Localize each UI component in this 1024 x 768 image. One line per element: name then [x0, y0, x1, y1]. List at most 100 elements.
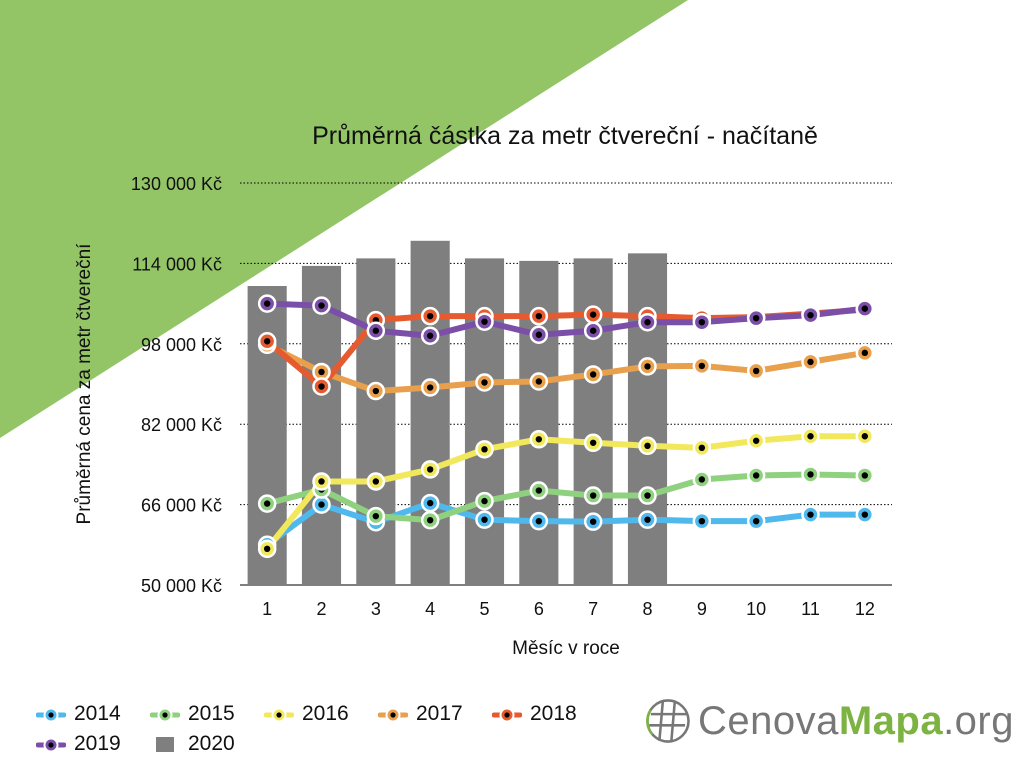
- logo-text-part2: Mapa: [838, 698, 944, 743]
- point-center-2018: [426, 312, 434, 320]
- point-center-2019: [861, 305, 869, 312]
- legend-marker-2020: [156, 737, 174, 752]
- point-center-2014: [807, 511, 814, 518]
- point-center-2017: [372, 387, 380, 395]
- point-center-2019: [372, 327, 380, 334]
- x-tick-label: 2: [316, 599, 326, 619]
- point-center-2014: [481, 516, 488, 523]
- point-center-2015: [589, 492, 597, 499]
- x-tick-label: 3: [371, 599, 381, 619]
- legend-marker-2017: [378, 707, 408, 722]
- legend: 2014 2015 2016 2017 2018 2019 2020: [36, 700, 636, 762]
- point-center-2019: [426, 332, 434, 339]
- chart-title: Průměrná částka za metr čtvereční - načí…: [312, 122, 818, 150]
- x-tick-label: 9: [697, 599, 707, 619]
- point-center-2014: [861, 511, 869, 518]
- point-center-2017: [589, 371, 597, 378]
- point-center-2018: [318, 383, 325, 390]
- point-center-2017: [426, 384, 434, 391]
- point-center-2019: [263, 300, 271, 307]
- point-center-2019: [535, 331, 543, 338]
- point-center-2017: [318, 368, 325, 376]
- point-center-2017: [535, 378, 543, 385]
- green-triangle-shape: [0, 0, 688, 438]
- legend-marker-2019: [36, 737, 66, 752]
- point-center-2018: [263, 338, 271, 345]
- x-tick-label: 7: [588, 599, 598, 619]
- point-center-2016: [372, 478, 380, 485]
- y-tick-label: 98 000 Kč: [141, 335, 222, 355]
- legend-item-2020: 2020: [150, 730, 235, 758]
- point-center-2016: [807, 433, 814, 440]
- x-tick-label: 5: [479, 599, 489, 619]
- point-center-2015: [426, 516, 434, 524]
- legend-item-2017: 2017: [378, 700, 463, 728]
- legend-label: 2016: [302, 702, 349, 725]
- legend-item-2018: 2018: [492, 700, 577, 728]
- legend-marker-2018: [492, 707, 522, 722]
- legend-label: 2015: [188, 702, 235, 725]
- point-center-2017: [752, 367, 760, 375]
- point-center-2016: [752, 437, 760, 444]
- point-center-2015: [372, 512, 380, 520]
- point-center-2016: [535, 436, 543, 443]
- legend-marker-2015: [150, 707, 180, 722]
- point-center-2014: [589, 518, 597, 525]
- point-center-2017: [698, 362, 706, 370]
- legend-label: 2014: [74, 702, 121, 725]
- legend-label: 2019: [74, 732, 121, 755]
- point-center-2014: [426, 499, 434, 507]
- bar-2020: [356, 258, 396, 585]
- globe-grid-icon: [646, 699, 690, 743]
- point-center-2015: [698, 476, 706, 483]
- point-center-2016: [263, 545, 271, 553]
- x-tick-label: 8: [642, 599, 652, 619]
- point-center-2019: [752, 314, 760, 322]
- x-axis-title: Měsíc v roce: [512, 638, 620, 659]
- y-tick-label: 130 000 Kč: [131, 174, 222, 194]
- logo-text-part1: Cenova: [697, 698, 839, 743]
- point-center-2015: [481, 497, 488, 505]
- legend-item-2015: 2015: [150, 700, 235, 728]
- point-center-2015: [644, 492, 651, 499]
- point-center-2017: [807, 358, 814, 366]
- point-center-2019: [807, 311, 814, 319]
- x-tick-label: 10: [746, 599, 766, 619]
- point-center-2019: [318, 302, 325, 309]
- point-center-2016: [589, 439, 597, 446]
- x-tick-label: 6: [534, 599, 544, 619]
- point-center-2016: [644, 442, 651, 450]
- y-tick-label: 114 000 Kč: [132, 254, 222, 274]
- point-center-2019: [589, 327, 597, 334]
- point-center-2014: [318, 501, 325, 508]
- point-center-2016: [318, 478, 325, 485]
- point-center-2016: [698, 444, 706, 452]
- point-center-2017: [644, 363, 651, 370]
- legend-item-2016: 2016: [264, 700, 349, 728]
- y-tick-label: 50 000 Kč: [141, 576, 222, 596]
- point-center-2018: [589, 311, 597, 318]
- point-center-2018: [535, 312, 543, 320]
- point-center-2016: [426, 466, 434, 473]
- legend-marker-2014: [36, 707, 66, 722]
- y-tick-label: 82 000 Kč: [141, 415, 222, 435]
- legend-marker-2016: [264, 707, 294, 722]
- legend-item-2014: 2014: [36, 700, 121, 728]
- point-center-2015: [861, 472, 869, 479]
- legend-item-2019: 2019: [36, 730, 121, 758]
- bar-2020: [627, 253, 668, 585]
- point-center-2019: [644, 318, 651, 326]
- legend-label: 2018: [530, 702, 577, 725]
- point-center-2017: [861, 349, 869, 357]
- point-center-2016: [861, 433, 869, 440]
- point-center-2014: [644, 516, 651, 523]
- point-center-2015: [752, 472, 760, 479]
- point-center-2014: [752, 517, 760, 525]
- logo-text: CenovaMapa.org: [698, 699, 1014, 744]
- point-center-2016: [481, 446, 488, 453]
- point-center-2015: [263, 500, 271, 507]
- bar-2020: [410, 240, 450, 585]
- y-axis-title: Průměrná cena za metr čtvereční: [74, 243, 95, 525]
